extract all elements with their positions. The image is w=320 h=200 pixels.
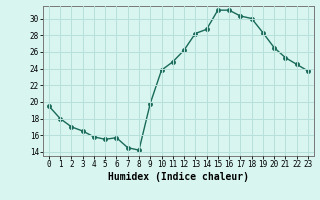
X-axis label: Humidex (Indice chaleur): Humidex (Indice chaleur) — [108, 172, 249, 182]
